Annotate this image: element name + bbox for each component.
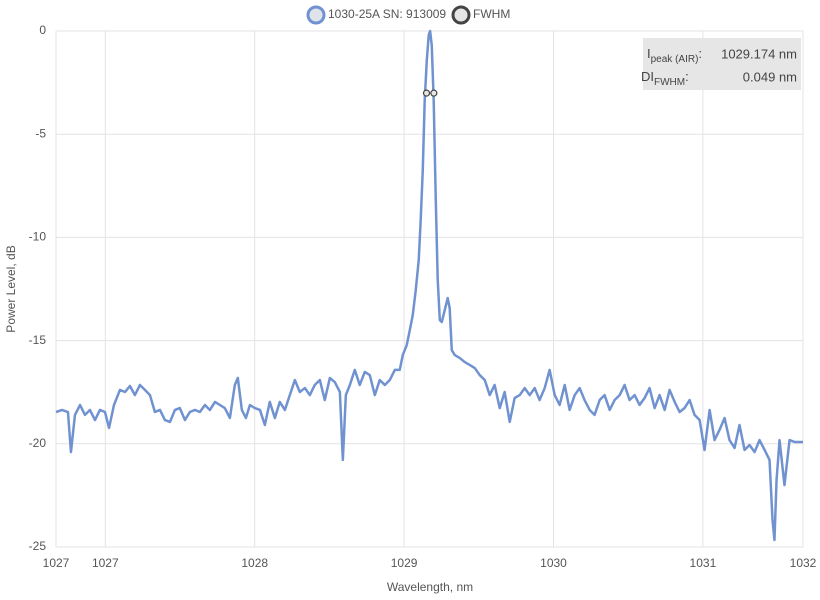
info-value: 1029.174 nm <box>721 46 797 61</box>
x-tick-label: 1027 <box>92 556 119 570</box>
y-tick-label: -15 <box>29 333 47 347</box>
x-tick-label: 1029 <box>391 556 418 570</box>
info-symbol: DI <box>641 69 654 84</box>
legend-marker[interactable] <box>306 5 326 25</box>
series-line <box>55 29 803 542</box>
y-axis-label: Power Level, dB <box>4 245 18 332</box>
x-axis-label: Wavelength, nm <box>387 580 473 594</box>
grid: 0 -5 -10 -15 -20 -25 1027 1027 1028 1029 1030 1031 1… <box>29 23 817 570</box>
y-tick-label: -20 <box>29 436 47 450</box>
legend-label[interactable]: 1030-25A SN: 913009 <box>328 7 446 21</box>
info-background <box>643 38 801 90</box>
x-tick-label: 1032 <box>790 556 817 570</box>
info-colon: : <box>698 46 702 61</box>
info-subscript: FWHM <box>654 77 685 88</box>
info-box: Ipeak (AIR): 1029.174 nm DIFWHM: 0.049 n… <box>641 38 801 90</box>
x-tick-label: 1030 <box>540 556 567 570</box>
legend: 1030-25A SN: 913009 FWHM <box>306 5 510 25</box>
info-label: DIFWHM: <box>641 69 689 87</box>
info-colon: : <box>685 69 689 84</box>
info-symbol: I <box>647 46 651 61</box>
info-value: 0.049 nm <box>743 69 797 84</box>
fwhm-marker <box>422 89 431 97</box>
fwhm-marker <box>430 89 438 97</box>
x-tick-label: 1031 <box>690 556 717 570</box>
y-tick-label: 0 <box>39 23 46 37</box>
info-subscript: peak (AIR) <box>651 54 699 65</box>
plot-area <box>55 29 803 542</box>
x-tick-label: 1027 <box>43 556 70 570</box>
y-tick-label: -5 <box>35 126 46 140</box>
info-label: Ipeak (AIR): <box>647 46 702 64</box>
y-tick-label: -10 <box>29 230 47 244</box>
x-tick-label: 1028 <box>241 556 268 570</box>
legend-label[interactable]: FWHM <box>473 7 510 21</box>
y-tick-label: -25 <box>29 539 47 553</box>
legend-marker[interactable] <box>451 5 471 25</box>
